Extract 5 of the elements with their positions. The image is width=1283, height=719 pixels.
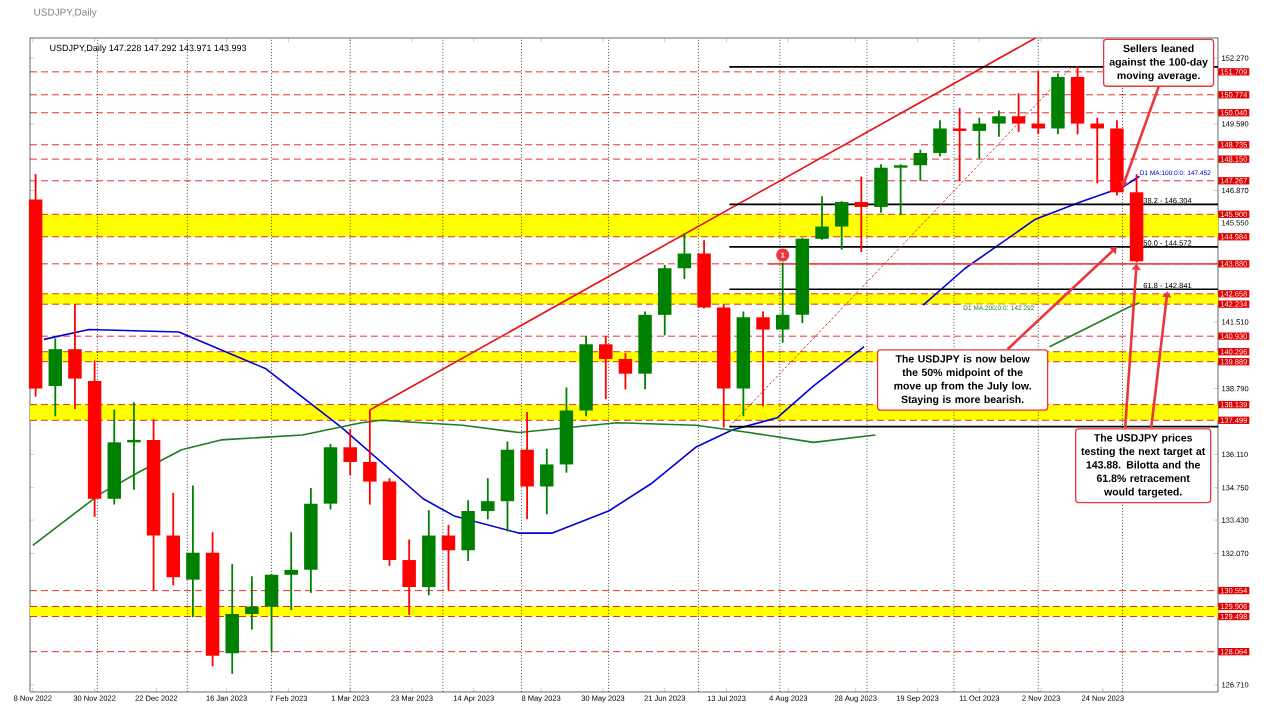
annotation: The USDJPY prices testing the next target at 143.88. Bilotta and the 61.8% retracement would targeted. [1081, 433, 1206, 498]
annotation: The USDJPY is now below the 50% midpoint of the move up from the July low. Staying is more bearish. [894, 354, 1031, 406]
annotation: Sellers leaned against the 100-day moving average. [1109, 44, 1208, 82]
text: USDJPY,Daily 147.228 147.292 143.971 143.993 [50, 44, 247, 53]
chart-title: USDJPY,Daily [34, 8, 97, 18]
